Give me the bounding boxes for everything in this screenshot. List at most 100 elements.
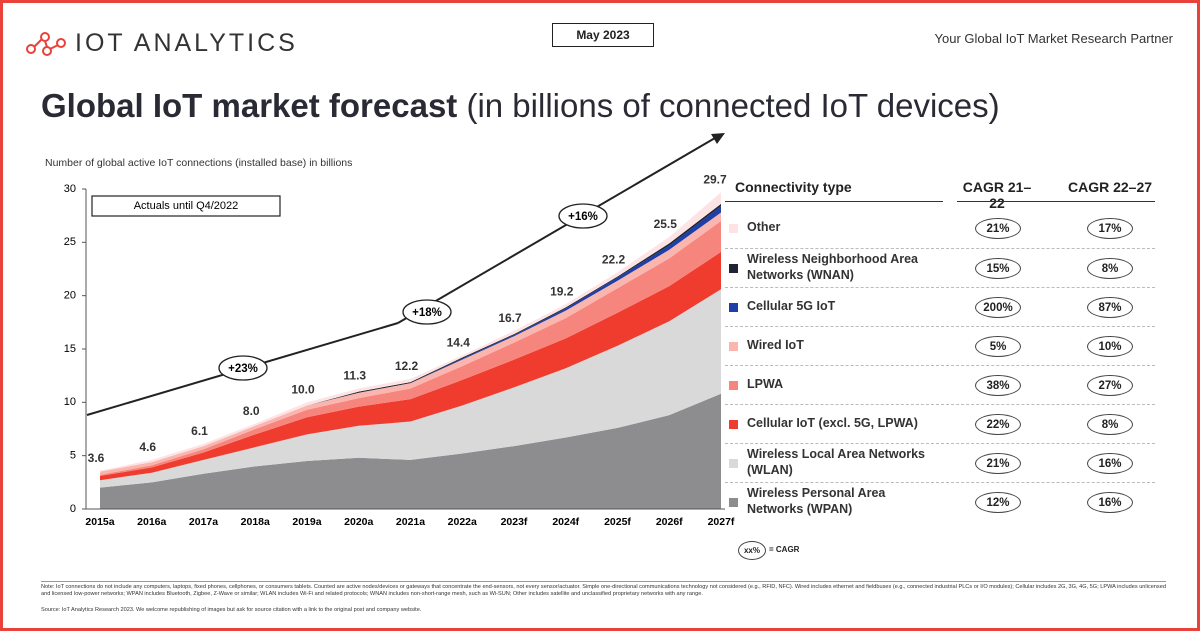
annotation: Actuals until Q4/2022 [134,200,239,212]
total-label: 10.0 [291,383,315,397]
x-tick-label: 2015a [85,516,114,528]
footer-note: Note: IoT connections do not include any… [41,584,1166,598]
legend-label: Cellular IoT (excl. 5G, LPWA) [747,416,918,431]
total-label: 3.6 [88,451,105,465]
legend-label: Other [747,220,781,235]
area [100,393,721,509]
legend-swatch [729,498,738,507]
title-suffix: (in billions of connected IoT devices) [466,87,1000,124]
header-rule [957,201,1155,202]
total-label: 25.5 [654,217,678,231]
areas [100,192,721,509]
cagr-value: 8% [1087,414,1133,435]
legend-label: Wireless Local Area Networks (WLAN) [747,447,925,477]
title: Global IoT market forecast [41,87,458,124]
cagr-value: 10% [1087,336,1133,357]
tagline: Your Global IoT Market Research Partner [934,31,1173,46]
x-tick-label: 2016a [137,516,166,528]
footer-rule [41,581,1166,582]
legend-row: Wired IoT 5% 10% [725,326,1155,365]
x-tick-label: 2020a [344,516,373,528]
y-tick-label: 20 [64,290,76,302]
legend-table: Connectivity type CAGR 21–22 CAGR 22–27 … [725,177,1155,527]
growth-bubble [402,299,452,325]
chart: Actuals until Q4/2022 +23% +18% +16% 0 5 1… [64,133,735,528]
growth-bubble [558,203,608,229]
cagr-value: 5% [975,336,1021,357]
legend-row: Cellular 5G IoT 200% 87% [725,287,1155,326]
y-tick-label: 30 [64,183,76,195]
total-label: 6.1 [191,424,208,438]
cagr-value: 21% [975,453,1021,474]
legend-label: Cellular 5G IoT [747,299,836,314]
growth-label: +18% [412,307,442,319]
cagr-value: 38% [975,375,1021,396]
legend-swatch [729,224,738,233]
x-tick-label: 2022a [448,516,477,528]
logo-icon [26,32,66,56]
legend-swatch [729,264,738,273]
logo-text: IOT ANALYTICS [75,29,298,57]
total-label: 16.7 [498,311,522,325]
area [100,289,721,488]
growth-arrowhead [711,133,725,144]
total-label: 22.2 [602,252,626,266]
growth-bubble [218,355,268,381]
cagr-value: 200% [975,297,1021,318]
x-tick-label: 2026f [656,516,683,528]
legend-row: LPWA 38% 27% [725,365,1155,404]
total-label: 19.2 [550,284,574,298]
cagr-value: 12% [975,492,1021,513]
legend-label: LPWA [747,377,784,392]
cagr-value: 15% [975,258,1021,279]
legend-swatch [729,420,738,429]
x-tick-label: 2027f [708,516,735,528]
x-tick-label: 2025f [604,516,631,528]
cagr-value: 17% [1087,218,1133,239]
legend-row: Wireless Neighborhood Area Networks (WNA… [725,248,1155,287]
annotation-box [91,195,281,217]
cagr-value: 21% [975,218,1021,239]
legend-row: Other 21% 17% [725,209,1155,247]
legend-label: Wireless Personal Area Networks (WPAN) [747,486,886,516]
y-tick-label: 25 [64,236,76,248]
cagr-value: 8% [1087,258,1133,279]
growth-label: +23% [228,363,258,375]
x-tick-label: 2021a [396,516,425,528]
total-label: 14.4 [447,336,471,350]
x-tick-label: 2018a [241,516,270,528]
total-label: 11.3 [343,369,366,383]
total-label: 4.6 [139,440,156,454]
legend-swatch [729,381,738,390]
growth-line [397,137,716,324]
cagr-header: CAGR 22–27 [1067,179,1153,195]
y-tick-label: 5 [70,450,76,462]
total-label: 8.0 [243,404,260,418]
legend-swatch [729,342,738,351]
y-tick-label: 15 [64,343,76,355]
legend-label: Wired IoT [747,338,804,353]
legend-row: Wireless Personal Area Networks (WPAN) 12… [725,482,1155,521]
title-block: Global IoT market forecast (in billions … [41,87,1000,125]
cagr-value: 87% [1087,297,1133,318]
x-tick-label: 2024f [552,516,579,528]
header-rule [725,201,943,202]
date-badge: May 2023 [552,23,654,47]
x-tick-label: 2019a [292,516,321,528]
footer-source: Source: IoT Analytics Research 2023. We … [41,607,422,613]
growth-label: +16% [568,211,598,223]
cagr-value: 16% [1087,492,1133,513]
cagr-value: 16% [1087,453,1133,474]
x-tick-label: 2023f [501,516,528,528]
legend-swatch [729,459,738,468]
legend-swatch [729,303,738,312]
legend-label: Wireless Neighborhood Area Networks (WNA… [747,252,918,282]
y-tick-label: 10 [64,396,76,408]
y-axis-label: Number of global active IoT connections … [45,157,353,169]
cagr-header: CAGR 21–22 [962,179,1032,211]
x-tick-label: 2017a [189,516,218,528]
y-tick-label: 0 [70,503,76,515]
legend-row: Cellular IoT (excl. 5G, LPWA) 22% 8% [725,404,1155,443]
cagr-key-text: = CAGR [769,545,800,554]
